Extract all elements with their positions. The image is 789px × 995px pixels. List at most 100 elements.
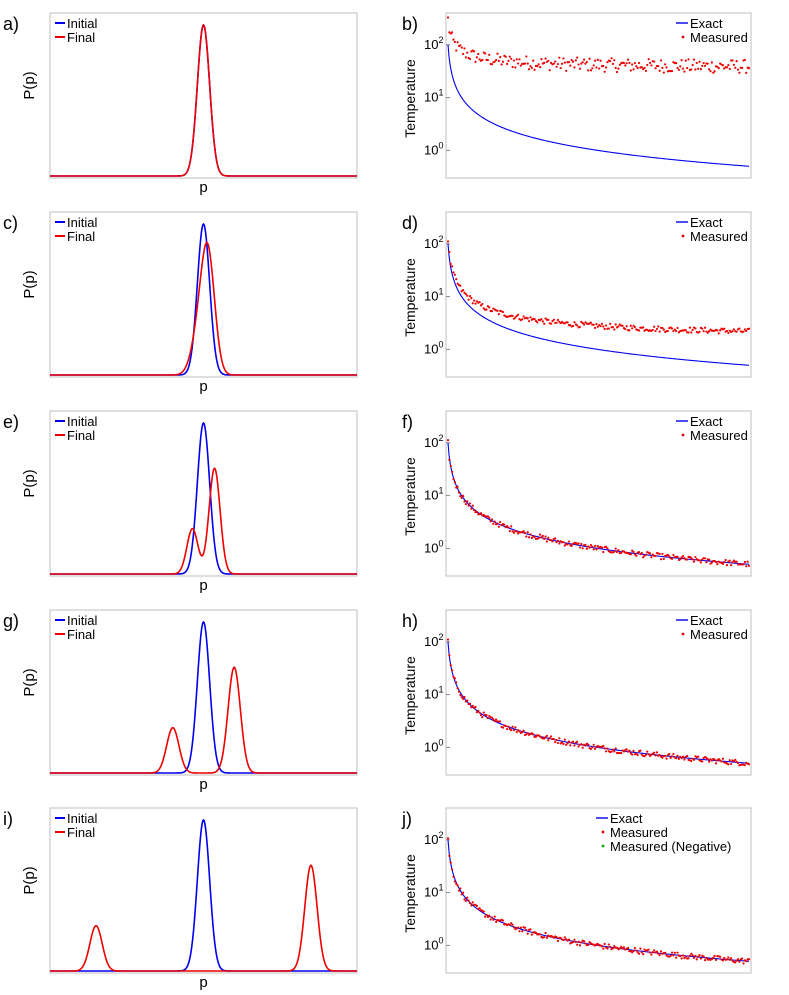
measured-point — [474, 302, 477, 305]
measured-point — [614, 323, 617, 326]
measured-point — [690, 952, 693, 955]
measured-point — [478, 711, 481, 714]
measured-point — [626, 946, 630, 950]
measured-point — [517, 62, 520, 65]
measured-point — [570, 58, 573, 62]
measured-point — [741, 957, 744, 960]
measured-point — [714, 560, 718, 564]
measured-point — [555, 936, 558, 939]
exact-curve — [447, 641, 750, 764]
measured-point — [559, 936, 562, 940]
measured-point — [463, 47, 466, 50]
y-tick-label: 101 — [424, 883, 443, 900]
measured-point — [683, 70, 686, 73]
measured-point — [540, 58, 543, 61]
measured-point — [686, 558, 689, 561]
measured-point — [646, 750, 649, 753]
measured-point — [521, 731, 524, 734]
measured-point — [661, 66, 664, 70]
y-tick-label: 100 — [424, 140, 443, 157]
measured-point — [578, 546, 582, 549]
measured-point — [533, 535, 536, 539]
measured-point — [592, 548, 595, 551]
measured-point — [692, 560, 696, 563]
measured-point — [501, 310, 505, 314]
measured-point — [710, 957, 713, 961]
measured-point — [453, 273, 456, 276]
panel-label: a) — [3, 14, 19, 34]
measured-point — [679, 755, 682, 758]
measured-point — [485, 308, 488, 311]
measured-point — [540, 318, 543, 321]
measured-point — [651, 328, 654, 332]
measured-point — [532, 59, 535, 62]
measured-point — [659, 558, 663, 561]
measured-point — [543, 935, 546, 939]
measured-point — [540, 536, 543, 539]
measured-point — [547, 536, 550, 539]
panel-label: j) — [401, 809, 412, 829]
measured-point — [517, 313, 520, 316]
measured-point — [556, 741, 560, 745]
measured-point — [632, 749, 635, 753]
legend-exact-label: Exact — [690, 613, 723, 628]
y-axis-label: P(p) — [21, 469, 38, 497]
measured-point — [453, 481, 456, 484]
legend-exact-label: Exact — [690, 16, 723, 31]
measured-point — [681, 954, 685, 957]
measured-point — [624, 64, 627, 67]
measured-point — [643, 66, 646, 70]
measured-point — [683, 957, 686, 960]
measured-point — [609, 322, 612, 325]
measured-point — [636, 753, 639, 757]
panel-label: i) — [3, 809, 13, 829]
measured-point — [518, 930, 521, 933]
measured-point — [581, 322, 584, 325]
measured-point — [501, 919, 505, 922]
measured-point — [613, 59, 616, 62]
initial-distribution-line — [50, 222, 357, 376]
measured-point — [690, 759, 693, 763]
measured-point — [640, 66, 643, 69]
measured-point — [721, 64, 724, 67]
legend-initial-label: Initial — [67, 811, 97, 826]
measured-point — [692, 956, 696, 960]
measured-point — [629, 324, 632, 327]
measured-point — [708, 330, 711, 333]
measured-point — [523, 62, 527, 65]
measured-point — [470, 297, 473, 300]
measured-point — [713, 70, 716, 73]
measured-point — [659, 950, 663, 953]
y-axis-label: P(p) — [21, 866, 38, 894]
measured-point — [455, 882, 458, 885]
measured-point — [511, 314, 514, 318]
measured-point — [562, 938, 565, 942]
measured-point — [538, 66, 542, 69]
measured-point — [511, 530, 514, 533]
measured-point — [602, 64, 605, 68]
measured-point — [514, 316, 517, 319]
legend-measured-label: Measured — [690, 30, 748, 45]
measured-point — [665, 757, 668, 760]
measured-point — [632, 68, 635, 71]
measured-point — [463, 898, 466, 901]
measured-point — [478, 58, 481, 61]
measured-point — [463, 695, 466, 699]
measured-point — [593, 326, 597, 329]
legend-measured-swatch — [601, 830, 605, 834]
measured-point — [720, 760, 723, 763]
measured-point — [691, 328, 694, 331]
measured-point — [492, 718, 495, 721]
plot-frame — [445, 609, 752, 776]
measured-point — [466, 896, 469, 899]
measured-point — [691, 63, 694, 67]
measured-point — [600, 945, 604, 948]
y-tick-label: 102 — [424, 35, 443, 52]
measured-point — [640, 551, 643, 555]
measured-point — [463, 500, 466, 503]
measured-point — [604, 324, 608, 327]
measured-point — [468, 57, 472, 60]
measured-point — [747, 327, 751, 330]
measured-point — [701, 327, 704, 330]
measured-point — [661, 326, 664, 330]
